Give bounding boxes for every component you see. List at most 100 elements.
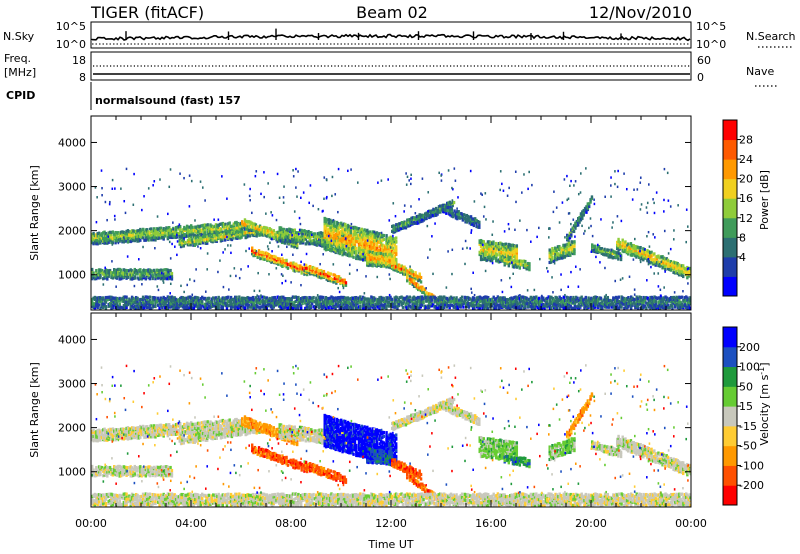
power-cell bbox=[335, 275, 338, 279]
power-cell bbox=[668, 263, 671, 267]
power-cell bbox=[284, 229, 287, 234]
power-cell bbox=[216, 302, 219, 306]
power-cell bbox=[242, 302, 245, 306]
power-cell bbox=[207, 296, 211, 300]
power-cell bbox=[210, 227, 214, 231]
power-cell bbox=[457, 215, 460, 219]
power-cell bbox=[295, 297, 299, 302]
power-cell bbox=[372, 306, 376, 310]
power-cell bbox=[111, 271, 115, 275]
power-cell bbox=[570, 230, 573, 234]
power-cell bbox=[459, 300, 462, 305]
power-cell bbox=[274, 257, 277, 261]
power-cell bbox=[372, 298, 376, 302]
power-cell bbox=[224, 222, 227, 226]
power-cell bbox=[273, 257, 276, 261]
power-cell bbox=[493, 253, 497, 257]
power-cell bbox=[395, 227, 398, 231]
power-cell bbox=[287, 302, 291, 306]
power-cell bbox=[571, 226, 574, 230]
power-cell bbox=[393, 250, 397, 254]
power-cell bbox=[353, 240, 357, 244]
power-cell bbox=[300, 267, 303, 271]
power-cell bbox=[370, 263, 373, 267]
power-cell bbox=[261, 298, 264, 303]
power-cell bbox=[163, 229, 167, 233]
power-cell bbox=[392, 267, 395, 272]
power-cell bbox=[418, 272, 421, 276]
power-cell bbox=[147, 269, 150, 274]
power-cell bbox=[96, 299, 99, 303]
power-cell bbox=[275, 260, 279, 264]
power-cell bbox=[191, 227, 194, 231]
power-cell bbox=[268, 298, 271, 303]
power-cell bbox=[170, 277, 174, 281]
power-cell bbox=[240, 303, 244, 307]
power-cell bbox=[410, 305, 413, 309]
power-cell bbox=[286, 240, 290, 244]
power-cell bbox=[345, 306, 348, 310]
power-cell bbox=[244, 231, 247, 235]
power-cell bbox=[322, 272, 326, 276]
power-cell bbox=[350, 301, 354, 306]
power-cell bbox=[234, 298, 237, 302]
power-cell bbox=[385, 261, 388, 265]
power-cell bbox=[385, 304, 388, 308]
power-cell bbox=[571, 251, 575, 256]
power-cell bbox=[493, 246, 497, 250]
power-cell bbox=[443, 208, 447, 212]
power-cell bbox=[289, 234, 292, 238]
power-cell bbox=[119, 233, 123, 238]
power-cell bbox=[504, 246, 508, 250]
power-cell bbox=[414, 271, 417, 275]
power-cell bbox=[114, 302, 117, 306]
power-cell bbox=[324, 217, 328, 221]
power-cell bbox=[458, 304, 461, 308]
power-cell bbox=[363, 250, 366, 254]
power-cell bbox=[148, 233, 152, 237]
power-cell bbox=[500, 244, 503, 248]
power-cell bbox=[282, 304, 285, 308]
power-cell bbox=[199, 233, 203, 237]
power-cell bbox=[353, 300, 357, 304]
power-cell bbox=[385, 240, 388, 245]
power-cell bbox=[356, 240, 359, 244]
power-cell bbox=[323, 233, 326, 238]
power-cell bbox=[181, 298, 185, 303]
power-cell bbox=[132, 300, 135, 304]
power-cell bbox=[146, 272, 149, 276]
power-cell bbox=[522, 259, 526, 263]
power-cell bbox=[201, 224, 204, 228]
power-cell bbox=[157, 231, 160, 235]
power-cell bbox=[290, 262, 294, 266]
power-cell bbox=[199, 224, 203, 228]
power-cell bbox=[165, 303, 168, 307]
power-cell bbox=[202, 226, 205, 231]
power-cell bbox=[671, 265, 674, 269]
power-cell bbox=[168, 269, 171, 273]
power-cell bbox=[191, 306, 194, 310]
power-cell bbox=[162, 230, 165, 235]
power-cell bbox=[308, 234, 312, 238]
power-cell bbox=[335, 223, 339, 228]
power-cell bbox=[190, 301, 193, 305]
power-cell bbox=[445, 302, 449, 306]
power-cell bbox=[515, 256, 519, 260]
power-cell bbox=[280, 306, 284, 310]
power-cell bbox=[512, 254, 516, 259]
power-cell bbox=[322, 303, 325, 307]
power-cell bbox=[395, 247, 398, 251]
power-cell bbox=[406, 223, 409, 227]
power-cell bbox=[432, 303, 435, 307]
power-cell bbox=[183, 235, 186, 239]
power-cell bbox=[114, 300, 117, 304]
power-cell bbox=[647, 255, 651, 260]
power-cell bbox=[389, 252, 392, 256]
power-cell bbox=[217, 227, 220, 231]
power-cell bbox=[407, 303, 410, 307]
power-cell bbox=[433, 209, 437, 214]
power-cell bbox=[265, 304, 269, 308]
power-cell bbox=[638, 252, 641, 256]
power-cell bbox=[344, 281, 348, 285]
power-cell bbox=[92, 271, 95, 275]
